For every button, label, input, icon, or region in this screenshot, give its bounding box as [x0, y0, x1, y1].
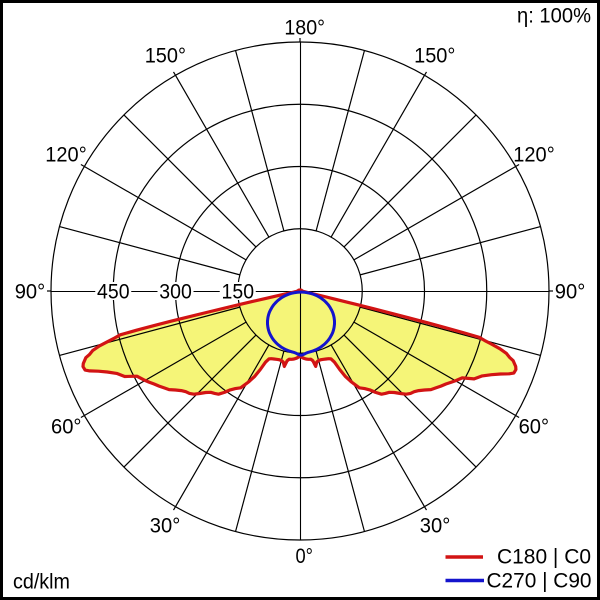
- svg-text:η: 100%: η: 100%: [517, 5, 591, 28]
- svg-text:0°: 0°: [296, 545, 314, 568]
- svg-text:C180 | C0: C180 | C0: [497, 546, 591, 569]
- svg-text:90°: 90°: [15, 281, 46, 304]
- svg-text:450: 450: [97, 281, 130, 304]
- svg-text:cd/klm: cd/klm: [13, 571, 70, 594]
- svg-text:150°: 150°: [145, 45, 186, 68]
- svg-text:60°: 60°: [51, 416, 82, 439]
- svg-text:120°: 120°: [45, 144, 86, 167]
- svg-text:90°: 90°: [555, 281, 586, 304]
- svg-text:180°: 180°: [284, 16, 325, 39]
- svg-text:30°: 30°: [420, 514, 451, 537]
- svg-text:60°: 60°: [519, 416, 550, 439]
- svg-text:30°: 30°: [150, 514, 181, 537]
- svg-text:150°: 150°: [414, 45, 455, 68]
- svg-text:120°: 120°: [513, 144, 554, 167]
- svg-text:150: 150: [222, 281, 255, 304]
- svg-text:300: 300: [159, 281, 192, 304]
- svg-text:C270 | C90: C270 | C90: [487, 570, 592, 593]
